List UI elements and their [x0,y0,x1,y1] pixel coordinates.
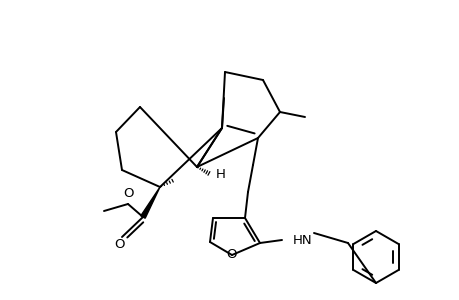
Text: H: H [216,167,225,181]
Text: HN: HN [292,233,312,247]
Text: O: O [226,248,237,260]
Polygon shape [140,187,160,218]
Text: O: O [123,187,134,200]
Text: O: O [114,238,125,251]
